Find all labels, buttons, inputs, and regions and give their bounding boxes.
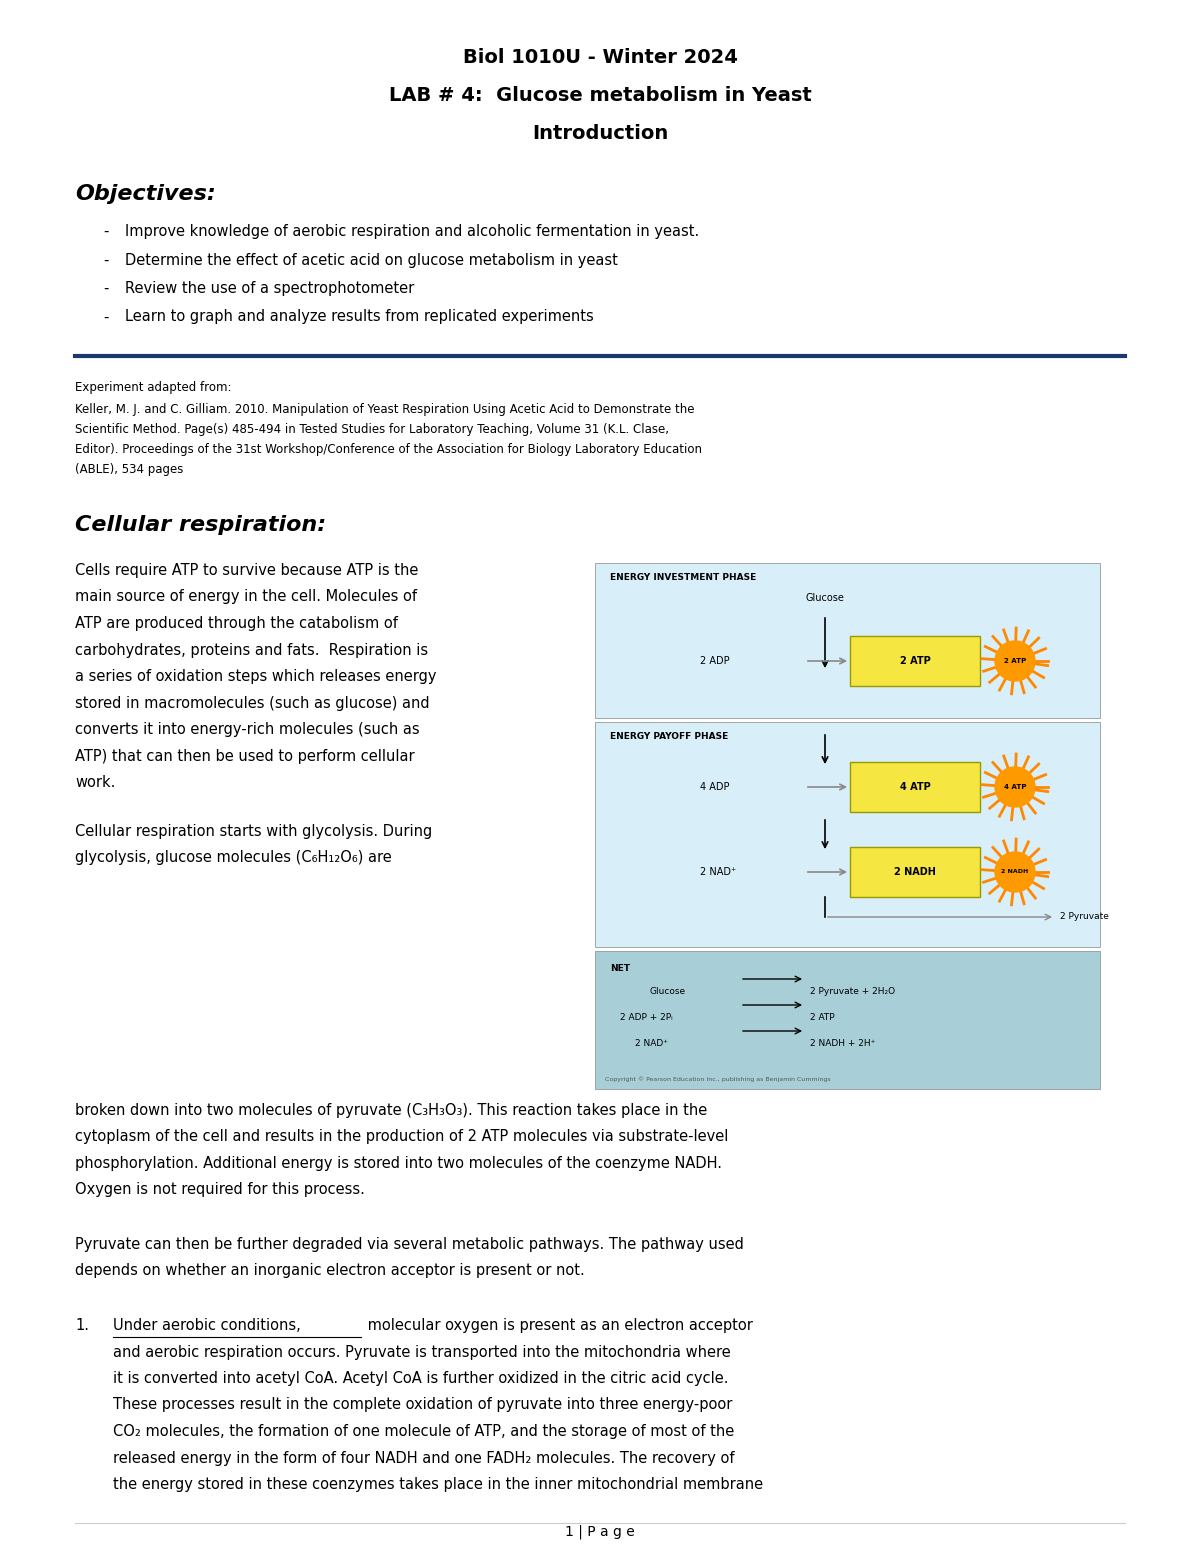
Text: Introduction: Introduction [532,124,668,143]
Text: main source of energy in the cell. Molecules of: main source of energy in the cell. Molec… [74,590,418,604]
Text: 2 NAD⁺: 2 NAD⁺ [635,1039,668,1048]
Text: Learn to graph and analyze results from replicated experiments: Learn to graph and analyze results from … [125,309,594,325]
Text: molecular oxygen is present as an electron acceptor: molecular oxygen is present as an electr… [364,1318,752,1332]
Text: Editor). Proceedings of the 31st Workshop/Conference of the Association for Biol: Editor). Proceedings of the 31st Worksho… [74,443,702,457]
Text: Glucose: Glucose [650,988,686,995]
Text: depends on whether an inorganic electron acceptor is present or not.: depends on whether an inorganic electron… [74,1264,584,1278]
Circle shape [995,767,1034,808]
Text: -: - [103,253,108,267]
Text: Copyright © Pearson Education Inc., publishing as Benjamin Cummings: Copyright © Pearson Education Inc., publ… [605,1076,830,1082]
FancyBboxPatch shape [595,950,1100,1089]
FancyBboxPatch shape [850,637,980,686]
Text: 1 | P a g e: 1 | P a g e [565,1525,635,1539]
Text: 2 ATP: 2 ATP [900,655,930,666]
Text: These processes result in the complete oxidation of pyruvate into three energy-p: These processes result in the complete o… [113,1398,732,1413]
Text: ENERGY INVESTMENT PHASE: ENERGY INVESTMENT PHASE [610,573,756,582]
Text: and aerobic respiration occurs. Pyruvate is transported into the mitochondria wh: and aerobic respiration occurs. Pyruvate… [113,1345,731,1359]
Text: released energy in the form of four NADH and one FADH₂ molecules. The recovery o: released energy in the form of four NADH… [113,1451,734,1466]
Text: ATP are produced through the catabolism of: ATP are produced through the catabolism … [74,617,398,631]
Text: NET: NET [610,964,630,974]
Text: converts it into energy-rich molecules (such as: converts it into energy-rich molecules (… [74,722,420,738]
Text: Cells require ATP to survive because ATP is the: Cells require ATP to survive because ATP… [74,564,419,578]
Text: (ABLE), 534 pages: (ABLE), 534 pages [74,463,184,477]
Text: 2 NADH: 2 NADH [894,867,936,877]
Text: work.: work. [74,775,115,790]
Circle shape [995,853,1034,891]
Text: carbohydrates, proteins and fats.  Respiration is: carbohydrates, proteins and fats. Respir… [74,643,428,657]
Text: 2 NAD⁺: 2 NAD⁺ [700,867,737,877]
Text: 2 Pyruvate + 2H₂O: 2 Pyruvate + 2H₂O [810,988,895,995]
Text: cytoplasm of the cell and results in the production of 2 ATP molecules via subst: cytoplasm of the cell and results in the… [74,1129,728,1145]
Text: 4 ATP: 4 ATP [900,783,930,792]
FancyBboxPatch shape [850,846,980,898]
Text: Cellular respiration:: Cellular respiration: [74,516,326,534]
Text: Determine the effect of acetic acid on glucose metabolism in yeast: Determine the effect of acetic acid on g… [125,253,618,267]
Text: -: - [103,281,108,297]
Text: Improve knowledge of aerobic respiration and alcoholic fermentation in yeast.: Improve knowledge of aerobic respiration… [125,224,700,239]
Text: 2 ADP: 2 ADP [700,655,730,666]
Text: -: - [103,309,108,325]
Text: Objectives:: Objectives: [74,183,216,203]
FancyBboxPatch shape [595,722,1100,947]
Text: 1.: 1. [74,1318,89,1332]
FancyBboxPatch shape [850,763,980,812]
Text: Cellular respiration starts with glycolysis. During: Cellular respiration starts with glycoly… [74,823,432,839]
Text: 2 ATP: 2 ATP [1004,658,1026,665]
Text: 4 ATP: 4 ATP [1003,784,1026,790]
Text: Pyruvate can then be further degraded via several metabolic pathways. The pathwa: Pyruvate can then be further degraded vi… [74,1238,744,1252]
Text: LAB # 4:  Glucose metabolism in Yeast: LAB # 4: Glucose metabolism in Yeast [389,85,811,106]
Text: 2 ATP: 2 ATP [810,1013,835,1022]
Text: -: - [103,224,108,239]
Text: Under aerobic conditions,: Under aerobic conditions, [113,1318,301,1332]
Text: 4 ADP: 4 ADP [700,783,730,792]
Text: Glucose: Glucose [805,593,845,603]
Text: Keller, M. J. and C. Gilliam. 2010. Manipulation of Yeast Respiration Using Acet: Keller, M. J. and C. Gilliam. 2010. Mani… [74,402,695,416]
Text: stored in macromolecules (such as glucose) and: stored in macromolecules (such as glucos… [74,696,430,711]
Text: CO₂ molecules, the formation of one molecule of ATP, and the storage of most of : CO₂ molecules, the formation of one mole… [113,1424,734,1440]
Text: ENERGY PAYOFF PHASE: ENERGY PAYOFF PHASE [610,731,728,741]
Text: Biol 1010U - Winter 2024: Biol 1010U - Winter 2024 [462,48,738,67]
Text: ATP) that can then be used to perform cellular: ATP) that can then be used to perform ce… [74,749,415,764]
FancyBboxPatch shape [595,564,1100,717]
Text: it is converted into acetyl CoA. Acetyl CoA is further oxidized in the citric ac: it is converted into acetyl CoA. Acetyl … [113,1371,728,1385]
Text: phosphorylation. Additional energy is stored into two molecules of the coenzyme : phosphorylation. Additional energy is st… [74,1155,722,1171]
Text: glycolysis, glucose molecules (C₆H₁₂O₆) are: glycolysis, glucose molecules (C₆H₁₂O₆) … [74,849,391,865]
Text: 2 ADP + 2Pᵢ: 2 ADP + 2Pᵢ [620,1013,673,1022]
Text: Oxygen is not required for this process.: Oxygen is not required for this process. [74,1182,365,1197]
Text: a series of oxidation steps which releases energy: a series of oxidation steps which releas… [74,669,437,683]
Text: 2 Pyruvate: 2 Pyruvate [1060,913,1109,921]
Text: Scientific Method. Page(s) 485-494 in Tested Studies for Laboratory Teaching, Vo: Scientific Method. Page(s) 485-494 in Te… [74,422,670,436]
Text: Review the use of a spectrophotometer: Review the use of a spectrophotometer [125,281,414,297]
Text: broken down into two molecules of pyruvate (C₃H₃O₃). This reaction takes place i: broken down into two molecules of pyruva… [74,1103,707,1118]
Text: 2 NADH + 2H⁺: 2 NADH + 2H⁺ [810,1039,875,1048]
Text: the energy stored in these coenzymes takes place in the inner mitochondrial memb: the energy stored in these coenzymes tak… [113,1477,763,1492]
Text: Experiment adapted from:: Experiment adapted from: [74,380,232,394]
Circle shape [995,641,1034,682]
Text: 2 NADH: 2 NADH [1001,870,1028,874]
